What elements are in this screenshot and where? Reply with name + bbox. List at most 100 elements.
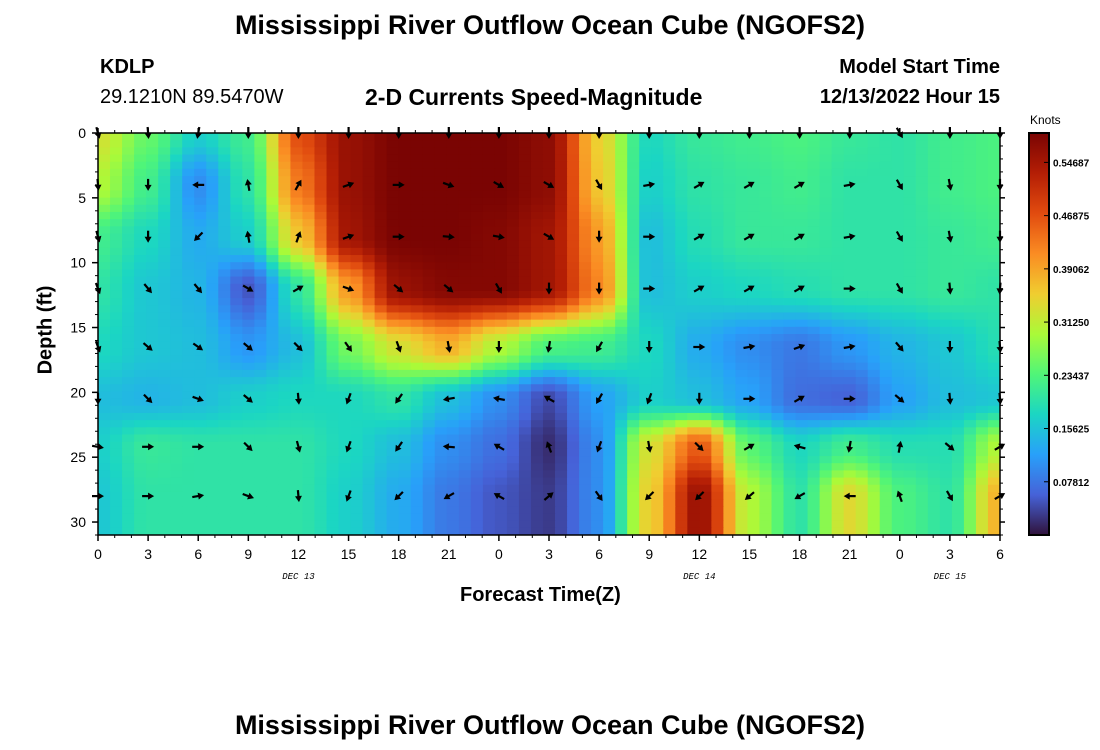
current-arrow [793, 285, 805, 293]
heatmap-cell [194, 190, 207, 199]
heatmap-cell [158, 247, 171, 256]
heatmap-cell [98, 290, 111, 299]
heatmap-cell [422, 420, 436, 428]
heatmap-cell [482, 147, 496, 156]
heatmap-cell [314, 190, 328, 199]
heatmap-cell [939, 491, 953, 500]
heatmap-cell [506, 211, 520, 220]
heatmap-cell [242, 326, 255, 335]
heatmap-cell [639, 484, 652, 493]
heatmap-cell [987, 520, 1000, 529]
heatmap-cell [170, 140, 183, 148]
heatmap-cell [302, 276, 316, 285]
heatmap-cell [939, 133, 953, 141]
heatmap-cell [350, 319, 364, 328]
heatmap-cell [711, 133, 724, 141]
heatmap-cell [434, 269, 448, 278]
heatmap-cell [807, 319, 821, 328]
heatmap-cell [831, 341, 845, 349]
heatmap-cell [795, 477, 809, 486]
heatmap-cell [687, 226, 700, 235]
heatmap-cell [567, 334, 580, 342]
heatmap-cell [915, 269, 929, 278]
heatmap-cell [975, 154, 989, 163]
heatmap-cell [807, 147, 821, 156]
heatmap-cell [206, 133, 219, 141]
heatmap-cell [338, 477, 352, 486]
heatmap-cell [699, 377, 712, 385]
heatmap-cell [242, 362, 255, 371]
heatmap-cell [903, 412, 917, 421]
heatmap-cell [410, 348, 424, 357]
heatmap-cell [134, 183, 147, 192]
heatmap-cell [579, 161, 592, 170]
heatmap-cell [771, 290, 785, 299]
heatmap-cell [170, 255, 183, 263]
heatmap-cell [146, 269, 159, 278]
heatmap-cell [867, 219, 881, 227]
heatmap-cell [386, 183, 400, 192]
heatmap-cell [218, 262, 231, 270]
heatmap-cell [422, 190, 436, 199]
heatmap-cell [494, 190, 508, 199]
heatmap-cell [278, 283, 292, 292]
heatmap-cell [603, 312, 616, 321]
heatmap-cell [482, 298, 496, 306]
heatmap-cell [639, 506, 652, 515]
heatmap-cell [494, 140, 508, 148]
heatmap-cell [254, 226, 267, 235]
heatmap-cell [735, 420, 749, 428]
heatmap-cell [98, 298, 111, 306]
heatmap-cell [410, 312, 424, 321]
heatmap-cell [326, 133, 340, 141]
heatmap-cell [843, 319, 857, 328]
heatmap-cell [699, 420, 712, 428]
heatmap-cell [194, 219, 207, 227]
heatmap-cell [278, 506, 292, 515]
heatmap-cell [458, 484, 472, 493]
heatmap-cell [807, 348, 821, 357]
heatmap-cell [603, 506, 616, 515]
heatmap-cell [254, 176, 267, 184]
heatmap-cell [158, 448, 171, 457]
heatmap-cell [338, 276, 352, 285]
heatmap-cell [699, 326, 712, 335]
heatmap-cell [122, 168, 135, 177]
heatmap-cell [963, 247, 977, 256]
heatmap-cell [927, 405, 941, 414]
heatmap-cell [963, 369, 977, 378]
current-arrow [193, 283, 203, 294]
heatmap-cell [615, 211, 628, 220]
heatmap-cell [843, 269, 857, 278]
heatmap-cell [470, 377, 484, 385]
heatmap-cell [747, 197, 761, 206]
heatmap-cell [338, 369, 352, 378]
heatmap-cell [855, 355, 869, 364]
heatmap-cell [410, 197, 424, 206]
heatmap-cell [134, 211, 147, 220]
heatmap-cell [735, 527, 749, 535]
heatmap-cell [302, 470, 316, 479]
heatmap-cell [747, 477, 761, 486]
heatmap-cell [819, 183, 833, 192]
heatmap-cell [506, 384, 520, 393]
heatmap-cell [699, 348, 712, 357]
heatmap-cell [831, 384, 845, 393]
heatmap-cell [867, 255, 881, 263]
heatmap-cell [278, 269, 292, 278]
heatmap-cell [603, 441, 616, 450]
heatmap-cell [819, 334, 833, 342]
heatmap-cell [386, 240, 400, 249]
heatmap-cell [506, 147, 520, 156]
heatmap-cell [615, 133, 628, 141]
heatmap-cell [542, 348, 556, 357]
heatmap-cell [699, 398, 712, 407]
heatmap-cell [735, 427, 749, 436]
heatmap-cell [855, 499, 869, 507]
heatmap-cell [458, 334, 472, 342]
heatmap-cell [290, 197, 304, 206]
heatmap-cell [302, 154, 316, 163]
heatmap-cell [903, 262, 917, 270]
heatmap-cell [987, 427, 1000, 436]
current-arrow [345, 392, 352, 405]
